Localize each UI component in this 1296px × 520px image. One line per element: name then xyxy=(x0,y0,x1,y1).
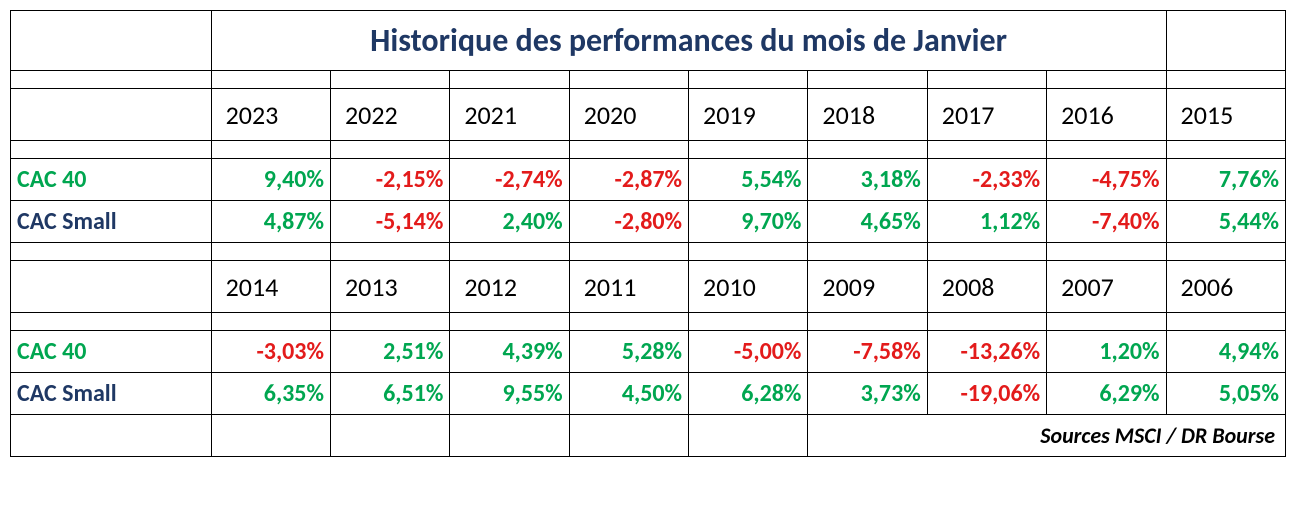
value-cell: -2,87% xyxy=(569,159,688,201)
value-cell: 2,40% xyxy=(450,201,569,243)
value-cell: -3,03% xyxy=(211,331,330,373)
value-cell: 9,55% xyxy=(450,373,569,415)
row-label-cac40: CAC 40 xyxy=(11,159,212,201)
value-cell: -2,15% xyxy=(330,159,449,201)
value-cell: 4,50% xyxy=(569,373,688,415)
value-cell: 9,70% xyxy=(689,201,808,243)
value-cell: -2,33% xyxy=(927,159,1046,201)
value-cell: 2,51% xyxy=(330,331,449,373)
year-cell: 2019 xyxy=(689,89,808,141)
year-cell: 2018 xyxy=(808,89,927,141)
year-cell: 2011 xyxy=(569,261,688,313)
table-title: Historique des performances du mois de J… xyxy=(211,11,1166,71)
spacer-row xyxy=(11,71,1286,89)
year-cell: 2008 xyxy=(927,261,1046,313)
row-label-cacsmall: CAC Small xyxy=(11,201,212,243)
year-cell: 2013 xyxy=(330,261,449,313)
value-cell: -7,40% xyxy=(1047,201,1166,243)
year-cell: 2006 xyxy=(1166,261,1285,313)
value-cell: 6,35% xyxy=(211,373,330,415)
row-label-cacsmall: CAC Small xyxy=(11,373,212,415)
year-cell: 2022 xyxy=(330,89,449,141)
year-cell: 2017 xyxy=(927,89,1046,141)
value-cell: 6,28% xyxy=(689,373,808,415)
value-cell: -2,80% xyxy=(569,201,688,243)
value-cell: 5,54% xyxy=(689,159,808,201)
spacer-row xyxy=(11,313,1286,331)
year-cell: 2009 xyxy=(808,261,927,313)
value-cell: -13,26% xyxy=(927,331,1046,373)
block2-years-row: 2014 2013 2012 2011 2010 2009 2008 2007 … xyxy=(11,261,1286,313)
value-cell: 4,94% xyxy=(1166,331,1285,373)
performance-table: Historique des performances du mois de J… xyxy=(10,10,1286,457)
value-cell: 1,12% xyxy=(927,201,1046,243)
value-cell: -5,00% xyxy=(689,331,808,373)
block2-cac40-row: CAC 40 -3,03% 2,51% 4,39% 5,28% -5,00% -… xyxy=(11,331,1286,373)
value-cell: 4,87% xyxy=(211,201,330,243)
value-cell: 3,18% xyxy=(808,159,927,201)
year-cell: 2016 xyxy=(1047,89,1166,141)
value-cell: 5,05% xyxy=(1166,373,1285,415)
value-cell: -19,06% xyxy=(927,373,1046,415)
year-cell: 2007 xyxy=(1047,261,1166,313)
value-cell: -2,74% xyxy=(450,159,569,201)
row-label-cac40: CAC 40 xyxy=(11,331,212,373)
value-cell: 5,44% xyxy=(1166,201,1285,243)
value-cell: 6,51% xyxy=(330,373,449,415)
spacer-row xyxy=(11,243,1286,261)
value-cell: -7,58% xyxy=(808,331,927,373)
value-cell: 7,76% xyxy=(1166,159,1285,201)
value-cell: 4,39% xyxy=(450,331,569,373)
year-cell: 2010 xyxy=(689,261,808,313)
spacer-row xyxy=(11,141,1286,159)
block2-cacsmall-row: CAC Small 6,35% 6,51% 9,55% 4,50% 6,28% … xyxy=(11,373,1286,415)
footer-row: Sources MSCI / DR Bourse xyxy=(11,415,1286,457)
value-cell: 4,65% xyxy=(808,201,927,243)
value-cell: 6,29% xyxy=(1047,373,1166,415)
value-cell: 3,73% xyxy=(808,373,927,415)
year-cell: 2020 xyxy=(569,89,688,141)
year-cell: 2015 xyxy=(1166,89,1285,141)
value-cell: -4,75% xyxy=(1047,159,1166,201)
block1-years-row: 2023 2022 2021 2020 2019 2018 2017 2016 … xyxy=(11,89,1286,141)
value-cell: 9,40% xyxy=(211,159,330,201)
year-cell: 2012 xyxy=(450,261,569,313)
value-cell: -5,14% xyxy=(330,201,449,243)
title-row: Historique des performances du mois de J… xyxy=(11,11,1286,71)
sources-footer: Sources MSCI / DR Bourse xyxy=(808,415,1286,457)
year-cell: 2014 xyxy=(211,261,330,313)
year-cell: 2021 xyxy=(450,89,569,141)
block1-cac40-row: CAC 40 9,40% -2,15% -2,74% -2,87% 5,54% … xyxy=(11,159,1286,201)
block1-cacsmall-row: CAC Small 4,87% -5,14% 2,40% -2,80% 9,70… xyxy=(11,201,1286,243)
value-cell: 1,20% xyxy=(1047,331,1166,373)
value-cell: 5,28% xyxy=(569,331,688,373)
year-cell: 2023 xyxy=(211,89,330,141)
